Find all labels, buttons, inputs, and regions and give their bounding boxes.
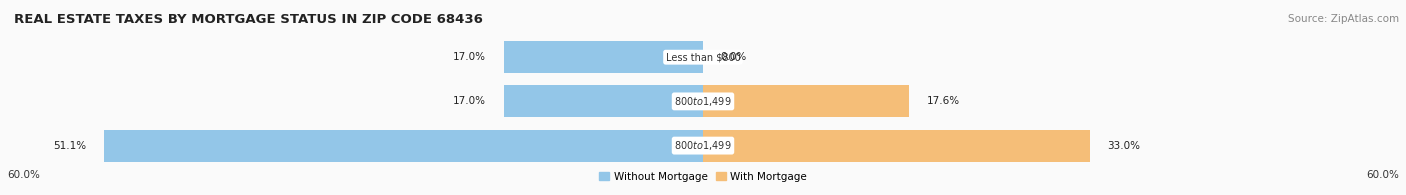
Text: 0.0%: 0.0% xyxy=(721,52,747,62)
Text: $800 to $1,499: $800 to $1,499 xyxy=(675,95,731,108)
Text: $800 to $1,499: $800 to $1,499 xyxy=(675,139,731,152)
Text: 17.6%: 17.6% xyxy=(927,96,960,106)
Bar xyxy=(503,85,703,117)
Text: Less than $800: Less than $800 xyxy=(665,52,741,62)
Bar xyxy=(503,41,703,73)
Bar xyxy=(104,130,703,161)
Text: 17.0%: 17.0% xyxy=(453,52,486,62)
Bar xyxy=(703,130,1090,161)
Bar xyxy=(703,85,910,117)
Text: REAL ESTATE TAXES BY MORTGAGE STATUS IN ZIP CODE 68436: REAL ESTATE TAXES BY MORTGAGE STATUS IN … xyxy=(14,13,482,26)
Legend: Without Mortgage, With Mortgage: Without Mortgage, With Mortgage xyxy=(599,172,807,182)
Text: 60.0%: 60.0% xyxy=(1367,169,1399,180)
Text: 60.0%: 60.0% xyxy=(7,169,39,180)
Text: 51.1%: 51.1% xyxy=(53,141,87,151)
Text: 17.0%: 17.0% xyxy=(453,96,486,106)
Text: 33.0%: 33.0% xyxy=(1108,141,1140,151)
Text: Source: ZipAtlas.com: Source: ZipAtlas.com xyxy=(1288,14,1399,24)
